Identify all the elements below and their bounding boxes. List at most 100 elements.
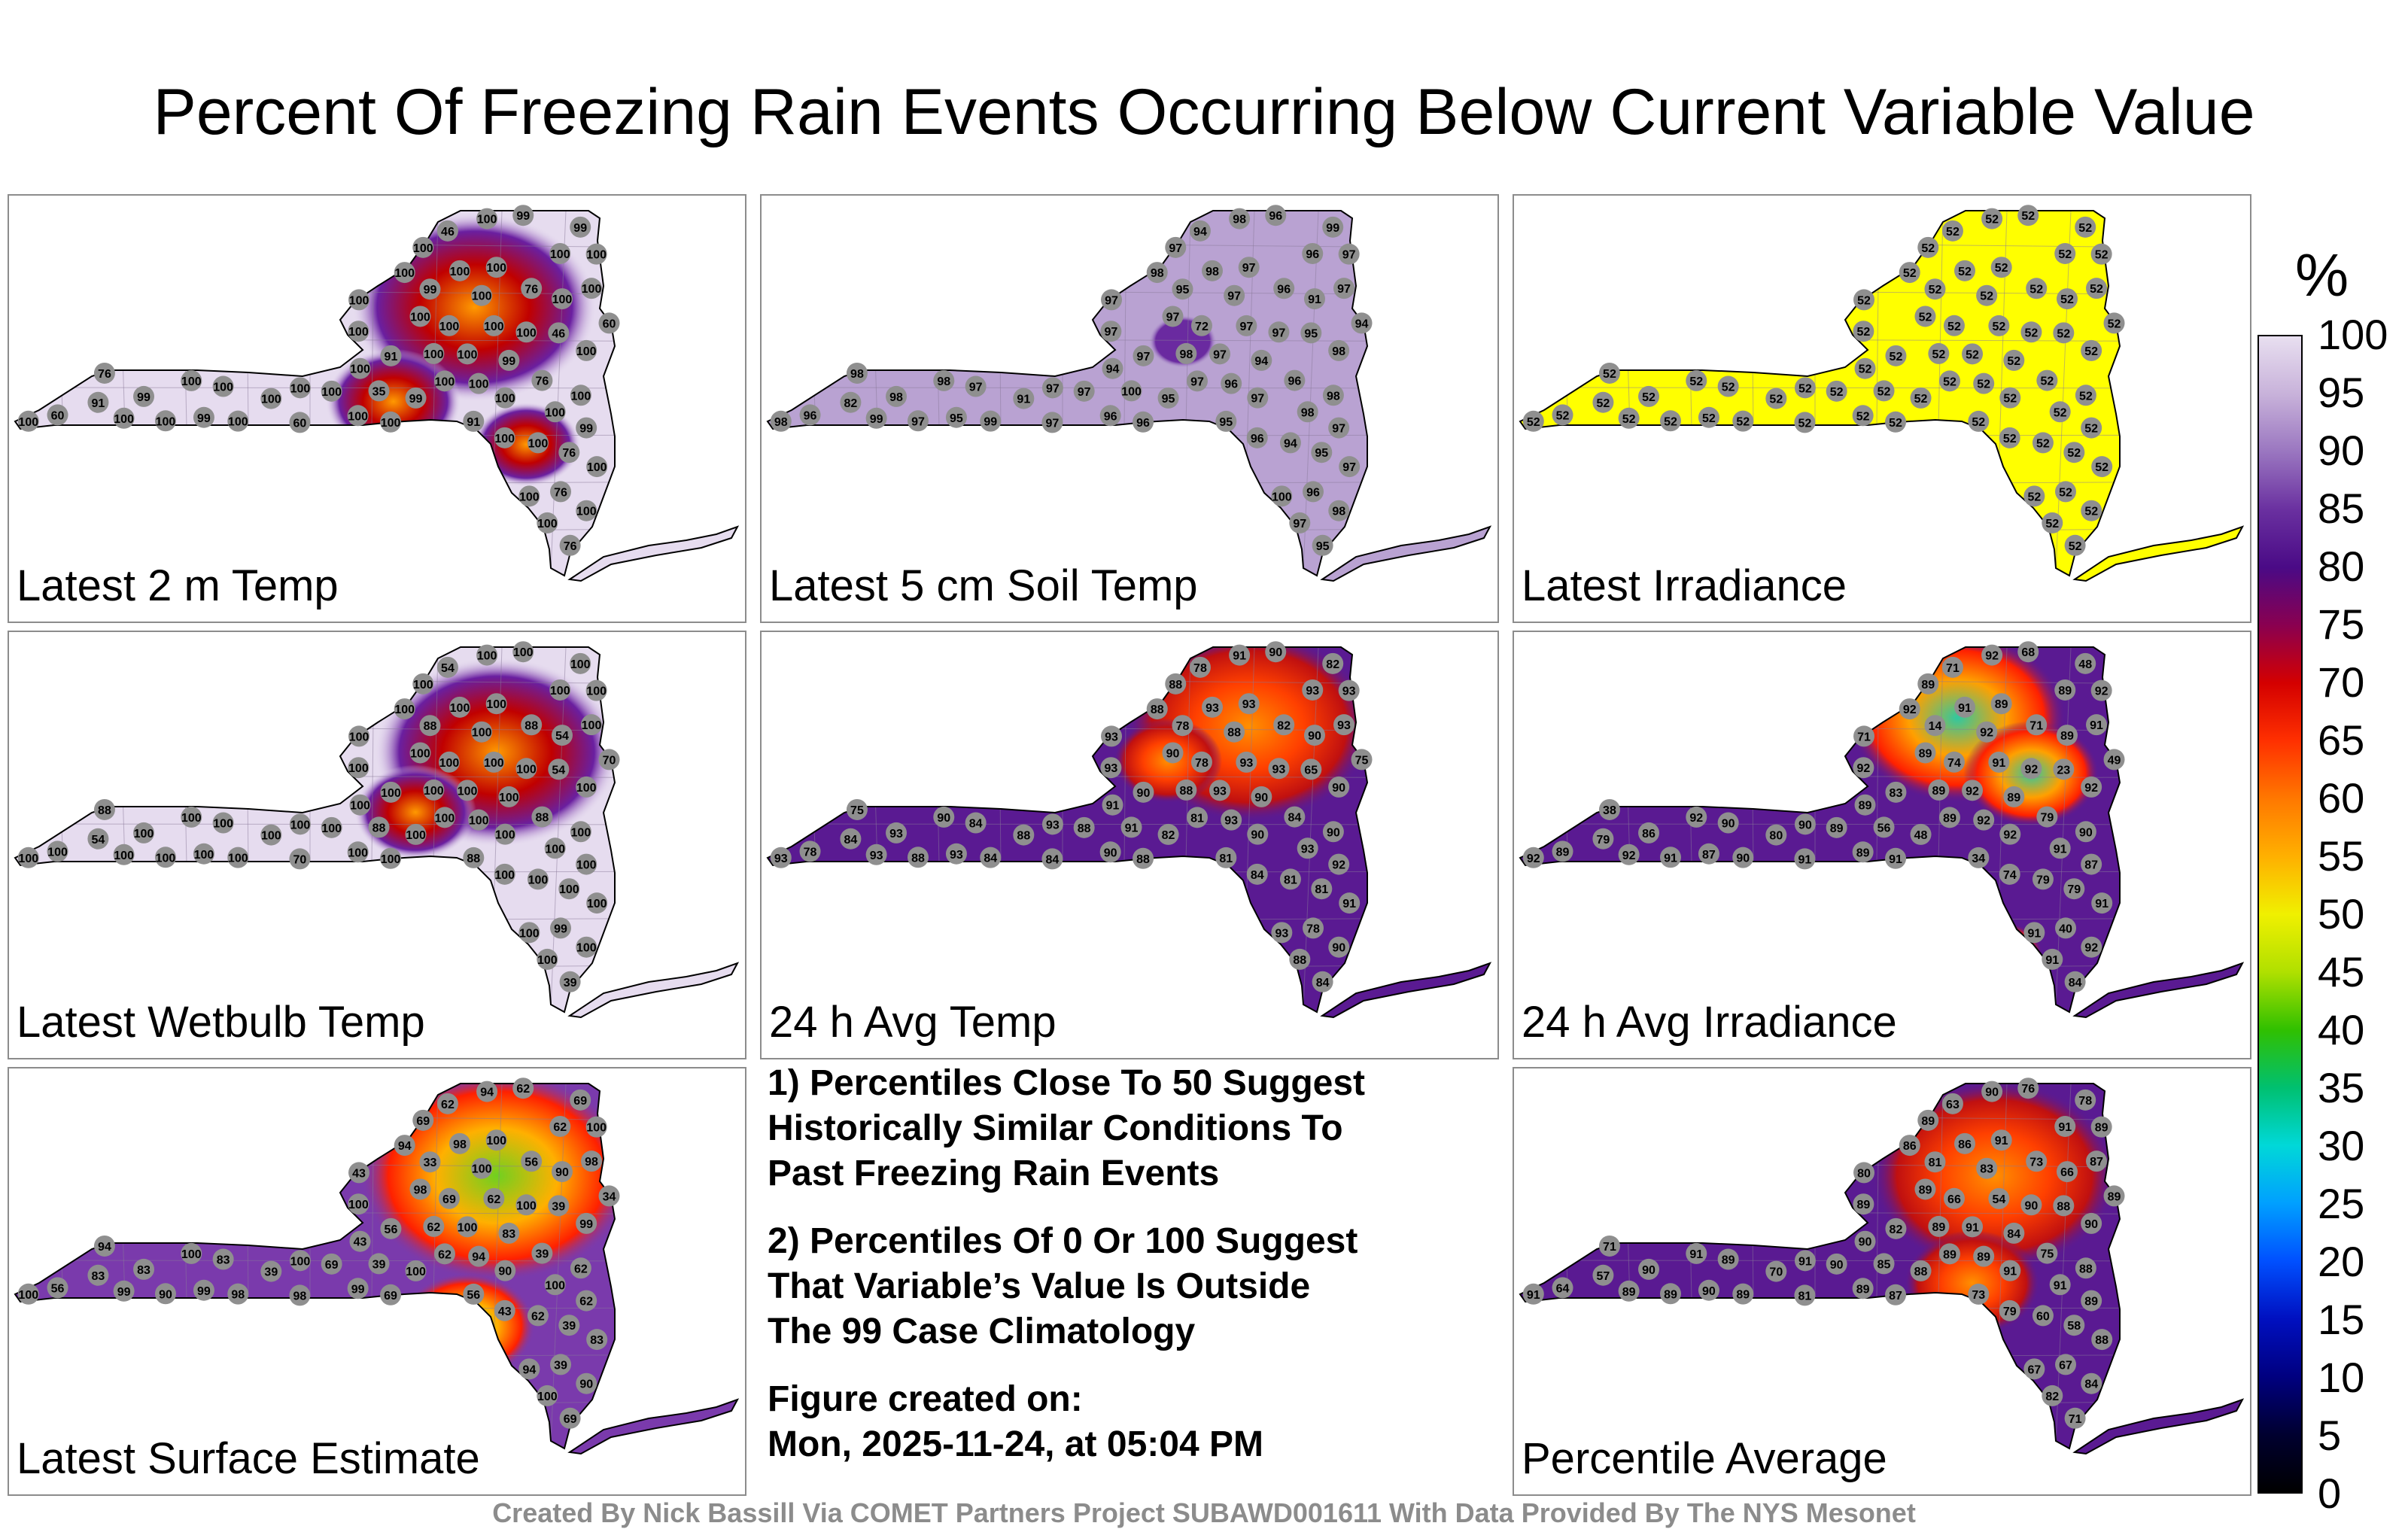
panel-label: Latest Wetbulb Temp <box>17 998 425 1047</box>
station-value: 90 <box>2079 826 2093 839</box>
station-value: 91 <box>1889 853 1902 866</box>
colorbar-tick-label: 45 <box>2318 948 2365 995</box>
station-marker <box>770 847 792 868</box>
station-marker <box>1826 380 1847 402</box>
station-value: 89 <box>1859 800 1872 813</box>
station-marker <box>405 387 427 409</box>
station-marker <box>348 725 370 747</box>
station-marker <box>576 1212 597 1234</box>
station-value: 90 <box>2025 1199 2039 1212</box>
station-value: 76 <box>98 368 111 381</box>
station-value: 97 <box>1251 393 1264 406</box>
station-marker <box>17 410 39 432</box>
station-value: 60 <box>2036 1310 2050 1323</box>
map-latest-irradiance: 52 52 52 52 52 52 52 52 52 52 52 52 52 52 52 52 52 52 52 52… <box>1513 194 2251 623</box>
station-value: 88 <box>2057 1200 2070 1213</box>
station-value: 90 <box>1269 646 1282 659</box>
station-value: 91 <box>2003 1266 2017 1278</box>
station-value: 52 <box>1859 363 1872 376</box>
station-value: 52 <box>1943 375 1956 388</box>
station-value: 89 <box>1932 785 1945 798</box>
station-value: 99 <box>409 393 423 406</box>
station-marker <box>586 1329 608 1351</box>
station-marker <box>544 401 566 423</box>
colorbar-tick-label: 55 <box>2318 832 2365 880</box>
station-value: 76 <box>562 447 576 460</box>
station-value: 52 <box>1966 348 1979 361</box>
station-value: 76 <box>564 540 577 553</box>
station-value: 98 <box>585 1156 598 1169</box>
county-line <box>2055 647 2072 1009</box>
station-value: 85 <box>1877 1258 1891 1271</box>
station-value: 52 <box>2069 540 2082 553</box>
county-line <box>15 1354 737 1359</box>
station-value: 98 <box>850 368 864 381</box>
station-value: 88 <box>535 812 549 825</box>
station-marker <box>47 404 68 426</box>
station-marker <box>1215 410 1237 432</box>
station-marker <box>1973 1245 1995 1267</box>
station-value: 96 <box>1136 417 1150 430</box>
station-marker <box>133 1258 155 1280</box>
station-value: 96 <box>1224 378 1238 391</box>
station-marker <box>1302 242 1324 264</box>
station-value: 89 <box>1921 1115 1935 1128</box>
station-value: 100 <box>559 883 579 896</box>
notes-block: 1) Percentiles Close To 50 Suggest Histo… <box>768 1061 1475 1490</box>
station-value: 97 <box>1046 417 1060 430</box>
county-line <box>806 211 822 573</box>
station-value: 93 <box>1301 843 1315 856</box>
station-value: 83 <box>502 1228 515 1241</box>
station-value: 89 <box>2060 730 2074 743</box>
station-marker <box>531 1242 553 1264</box>
station-marker <box>521 278 543 299</box>
station-marker <box>347 1278 369 1299</box>
station-value: 88 <box>1293 954 1306 967</box>
station-marker <box>193 406 214 428</box>
station-value: 81 <box>1798 1290 1812 1302</box>
station-value: 97 <box>1169 242 1182 255</box>
county-line <box>1520 1354 2242 1359</box>
station-value: 39 <box>552 1200 565 1213</box>
station-value: 64 <box>1556 1282 1570 1295</box>
station-marker <box>1914 742 1936 764</box>
station-value: 97 <box>1242 262 1256 275</box>
station-marker <box>1300 322 1322 344</box>
station-value: 94 <box>1254 355 1268 368</box>
station-value: 91 <box>1689 1248 1703 1261</box>
station-marker <box>419 715 441 737</box>
station-value: 52 <box>2059 486 2072 499</box>
station-value: 100 <box>528 437 549 450</box>
station-value: 62 <box>516 1083 530 1096</box>
station-value: 52 <box>1736 416 1750 429</box>
station-value: 52 <box>1603 368 1616 381</box>
ny-map: 78 73 67 73 66 71 88 89 85 57 64 81 71 63 58 75 79 76 66 60… <box>1519 1078 2245 1455</box>
station-value: 90 <box>159 1288 172 1301</box>
station-marker <box>2054 242 2076 264</box>
colorbar-tick-label: 30 <box>2318 1122 2365 1169</box>
station-marker <box>2064 971 2086 992</box>
station-value: 100 <box>424 785 444 798</box>
station-marker <box>260 1260 282 1282</box>
station-marker <box>347 405 369 427</box>
station-marker <box>1990 257 2012 278</box>
station-value: 99 <box>137 391 150 404</box>
station-value: 63 <box>1946 1099 1960 1111</box>
station-value: 100 <box>435 375 455 388</box>
colorbar-tick-label: 70 <box>2318 658 2365 706</box>
station-marker <box>548 1195 570 1217</box>
colorbar-tick-label: 20 <box>2318 1238 2365 1285</box>
note-1-line: Historically Similar Conditions To <box>768 1108 1343 1148</box>
station-marker <box>494 1260 516 1281</box>
station-marker <box>1013 824 1035 846</box>
station-value: 83 <box>1980 1163 1993 1176</box>
station-value: 79 <box>2040 812 2054 825</box>
colorbar-tick-label: 5 <box>2318 1412 2342 1459</box>
station-value: 99 <box>516 210 530 223</box>
station-value: 100 <box>537 1391 558 1403</box>
note-1: 1) Percentiles Close To 50 Suggest Histo… <box>768 1061 1475 1196</box>
station-value: 100 <box>545 1279 565 1292</box>
station-marker <box>2020 321 2042 343</box>
county-line <box>15 434 737 437</box>
station-value: 91 <box>1017 394 1030 406</box>
